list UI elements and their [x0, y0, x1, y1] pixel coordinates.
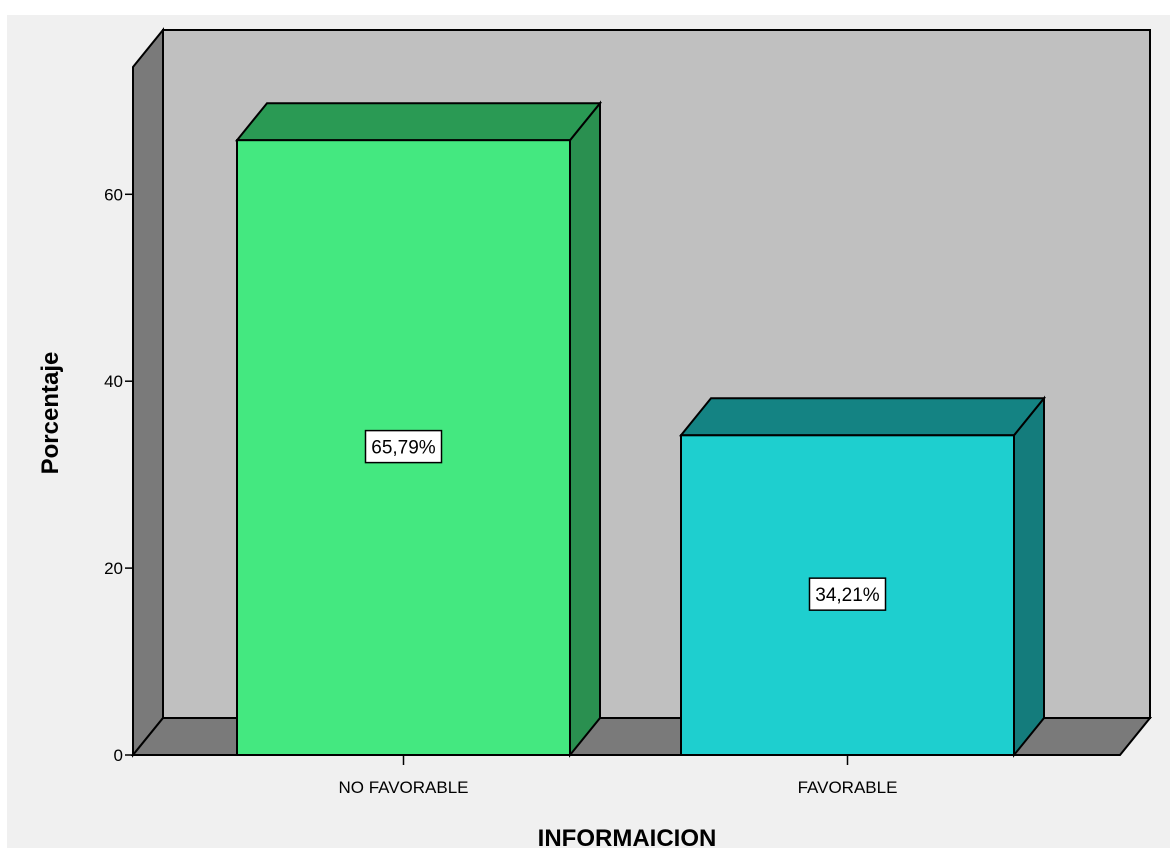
data-label-box	[364, 429, 443, 464]
bar-top	[678, 397, 1047, 437]
y-tick-label: 40	[104, 372, 123, 391]
bar-1: 34,21%	[678, 395, 1047, 758]
y-tick-label: 20	[104, 559, 123, 578]
y-tick-label: 60	[104, 185, 123, 204]
data-label: 34,21%	[815, 585, 880, 606]
y-tick-label: 0	[114, 746, 123, 765]
axes-group: 0 20 40 60 NO FAVORABLE FAVORABLE	[104, 67, 1120, 797]
bar-side	[569, 100, 601, 758]
data-label: 65,79%	[371, 438, 436, 459]
bar-top	[234, 102, 603, 142]
x-axis-title: INFORMAICION	[538, 825, 717, 848]
bar-side	[1013, 395, 1045, 758]
x-tick-label: FAVORABLE	[798, 778, 898, 797]
bar-0: 65,79%	[234, 100, 603, 758]
data-label-box	[808, 577, 887, 611]
x-tick-label: NO FAVORABLE	[338, 778, 468, 797]
bars-group: 65,79% 34,21%	[234, 100, 1047, 758]
side-wall	[132, 27, 164, 758]
y-axis-title: Porcentaje	[37, 352, 64, 475]
